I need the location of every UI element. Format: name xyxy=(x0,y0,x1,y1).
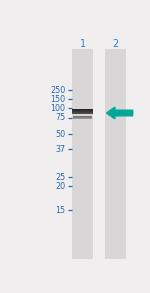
Bar xyxy=(72,112,93,113)
Text: 100: 100 xyxy=(50,104,65,113)
Text: 150: 150 xyxy=(50,95,65,104)
Bar xyxy=(73,117,92,118)
Text: 37: 37 xyxy=(55,144,65,154)
Text: 75: 75 xyxy=(55,113,65,122)
Text: 25: 25 xyxy=(55,173,65,182)
Text: 250: 250 xyxy=(50,86,65,95)
Bar xyxy=(105,49,126,258)
FancyArrow shape xyxy=(106,107,133,119)
Bar xyxy=(72,113,93,114)
Bar xyxy=(73,116,92,117)
Bar xyxy=(72,109,93,110)
Bar xyxy=(73,118,92,119)
Text: 2: 2 xyxy=(112,39,118,49)
Text: 1: 1 xyxy=(80,39,86,49)
Bar xyxy=(72,111,93,112)
Bar xyxy=(72,49,93,258)
Text: 15: 15 xyxy=(55,205,65,214)
Bar xyxy=(72,110,93,111)
Text: 50: 50 xyxy=(55,130,65,139)
Text: 20: 20 xyxy=(55,182,65,191)
